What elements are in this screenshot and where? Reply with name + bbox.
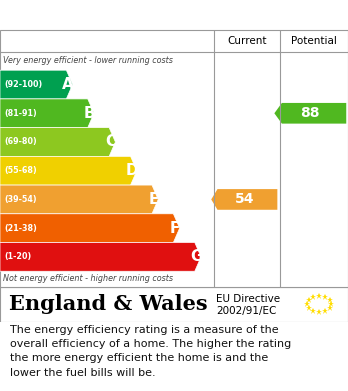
Text: Potential: Potential [291,36,337,47]
Text: (92-100): (92-100) [4,80,42,89]
Polygon shape [0,214,180,242]
Text: B: B [84,106,95,121]
Polygon shape [0,99,94,127]
Text: Very energy efficient - lower running costs: Very energy efficient - lower running co… [3,56,173,65]
Polygon shape [0,127,116,156]
Text: 2002/91/EC: 2002/91/EC [216,306,276,316]
Text: Not energy efficient - higher running costs: Not energy efficient - higher running co… [3,274,174,283]
Text: F: F [170,221,180,236]
Text: EU Directive: EU Directive [216,294,280,304]
Polygon shape [0,185,158,214]
Polygon shape [0,70,73,99]
Text: (21-38): (21-38) [4,224,37,233]
Text: (69-80): (69-80) [4,138,37,147]
Polygon shape [0,156,137,185]
Text: A: A [62,77,74,92]
Text: D: D [126,163,139,178]
Text: 54: 54 [235,192,254,206]
Text: C: C [105,135,117,149]
Text: (55-68): (55-68) [4,166,37,175]
Text: Energy Efficiency Rating: Energy Efficiency Rating [10,8,220,23]
Text: E: E [149,192,159,207]
Text: England & Wales: England & Wales [9,294,207,314]
Polygon shape [211,189,277,210]
Text: (81-91): (81-91) [4,109,37,118]
Polygon shape [274,103,346,124]
Text: Current: Current [227,36,267,47]
Text: (39-54): (39-54) [4,195,37,204]
Polygon shape [0,242,201,271]
Text: The energy efficiency rating is a measure of the
overall efficiency of a home. T: The energy efficiency rating is a measur… [10,325,292,378]
Text: 88: 88 [301,106,320,120]
Text: G: G [190,249,203,264]
Text: (1-20): (1-20) [4,252,31,261]
